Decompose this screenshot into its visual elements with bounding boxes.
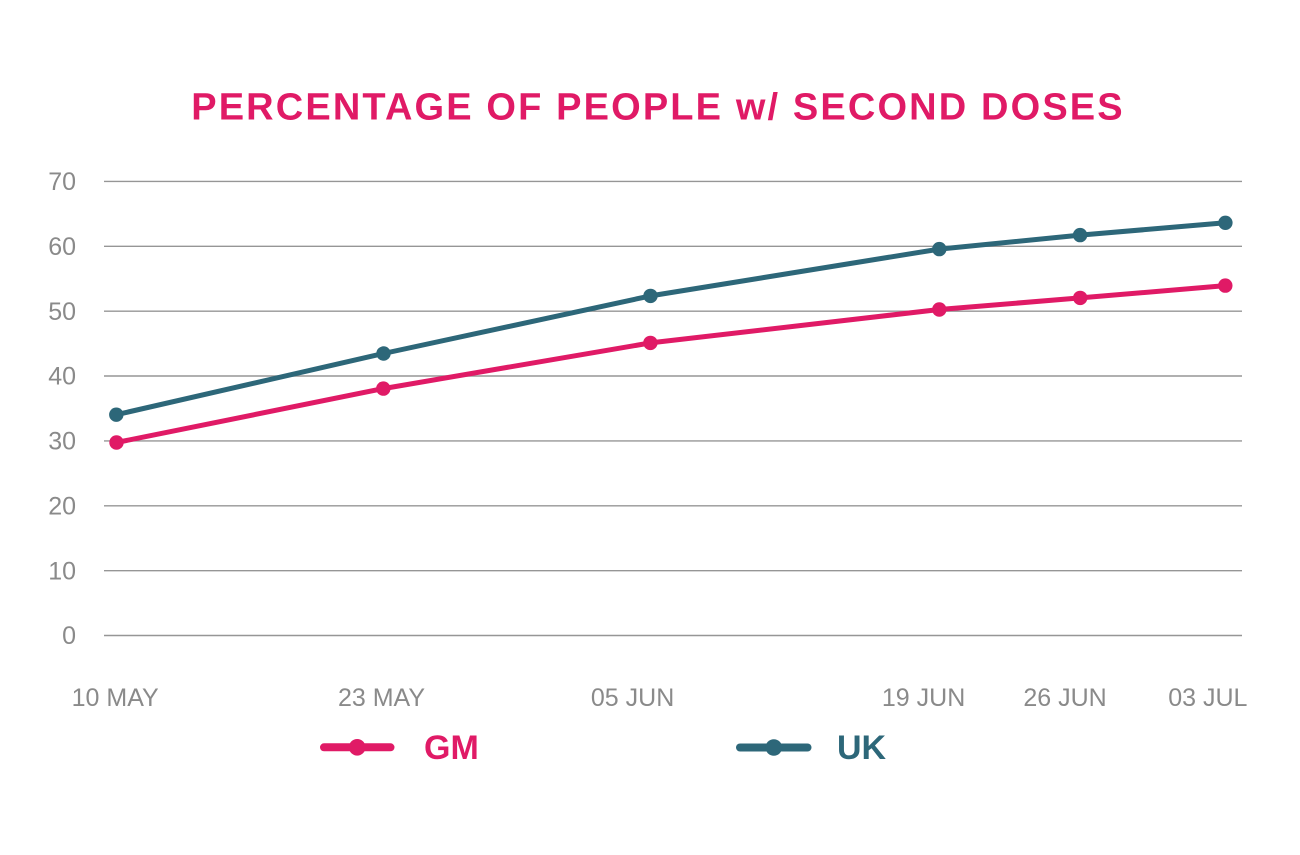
- svg-text:UK: UK: [837, 729, 887, 767]
- svg-text:40: 40: [48, 363, 76, 391]
- svg-text:10: 10: [48, 557, 76, 585]
- svg-text:50: 50: [48, 298, 76, 326]
- svg-text:05 JUN: 05 JUN: [591, 684, 674, 712]
- svg-text:70: 70: [48, 168, 76, 196]
- svg-text:10 MAY: 10 MAY: [72, 684, 159, 712]
- svg-text:0: 0: [62, 622, 76, 650]
- svg-text:03 JUL: 03 JUL: [1168, 684, 1247, 712]
- svg-text:20: 20: [48, 492, 76, 520]
- svg-text:30: 30: [48, 428, 76, 456]
- svg-text:60: 60: [48, 233, 76, 261]
- svg-text:26 JUN: 26 JUN: [1023, 684, 1106, 712]
- svg-text:GM: GM: [424, 729, 479, 767]
- svg-text:23 MAY: 23 MAY: [338, 684, 425, 712]
- svg-text:19 JUN: 19 JUN: [882, 684, 965, 712]
- svg-text:PERCENTAGE OF PEOPLE w/ SECOND: PERCENTAGE OF PEOPLE w/ SECOND DOSES: [191, 87, 1125, 129]
